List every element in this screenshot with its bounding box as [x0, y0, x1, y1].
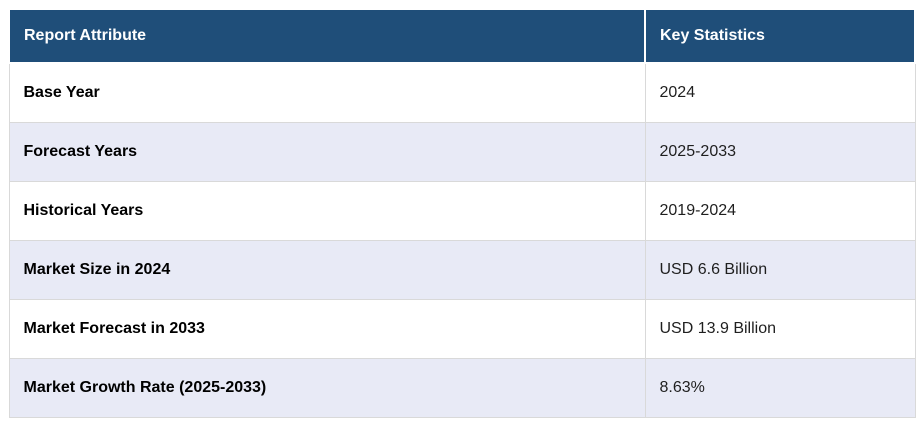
attribute-cell: Base Year [8, 62, 646, 123]
attribute-cell: Market Size in 2024 [8, 239, 646, 300]
attribute-cell: Market Forecast in 2033 [8, 298, 646, 359]
table-row: Forecast Years 2025-2033 [8, 121, 916, 182]
table-row: Base Year 2024 [8, 62, 916, 123]
attribute-cell: Historical Years [8, 180, 646, 241]
value-cell: 2025-2033 [644, 121, 916, 182]
column-header-report-attribute: Report Attribute [8, 8, 646, 64]
header-row: Report Attribute Key Statistics [8, 8, 916, 64]
table-header: Report Attribute Key Statistics [8, 8, 916, 64]
value-cell: USD 13.9 Billion [644, 298, 916, 359]
value-cell: 8.63% [644, 357, 916, 418]
attribute-cell: Forecast Years [8, 121, 646, 182]
table-row: Market Size in 2024 USD 6.6 Billion [8, 239, 916, 300]
table-row: Market Growth Rate (2025-2033) 8.63% [8, 357, 916, 418]
value-cell: 2024 [644, 62, 916, 123]
attribute-cell: Market Growth Rate (2025-2033) [8, 357, 646, 418]
table-body: Base Year 2024 Forecast Years 2025-2033 … [8, 62, 916, 418]
value-cell: 2019-2024 [644, 180, 916, 241]
report-statistics-table: Report Attribute Key Statistics Base Yea… [8, 8, 916, 418]
column-header-key-statistics: Key Statistics [644, 8, 916, 64]
value-cell: USD 6.6 Billion [644, 239, 916, 300]
table-row: Market Forecast in 2033 USD 13.9 Billion [8, 298, 916, 359]
table-row: Historical Years 2019-2024 [8, 180, 916, 241]
